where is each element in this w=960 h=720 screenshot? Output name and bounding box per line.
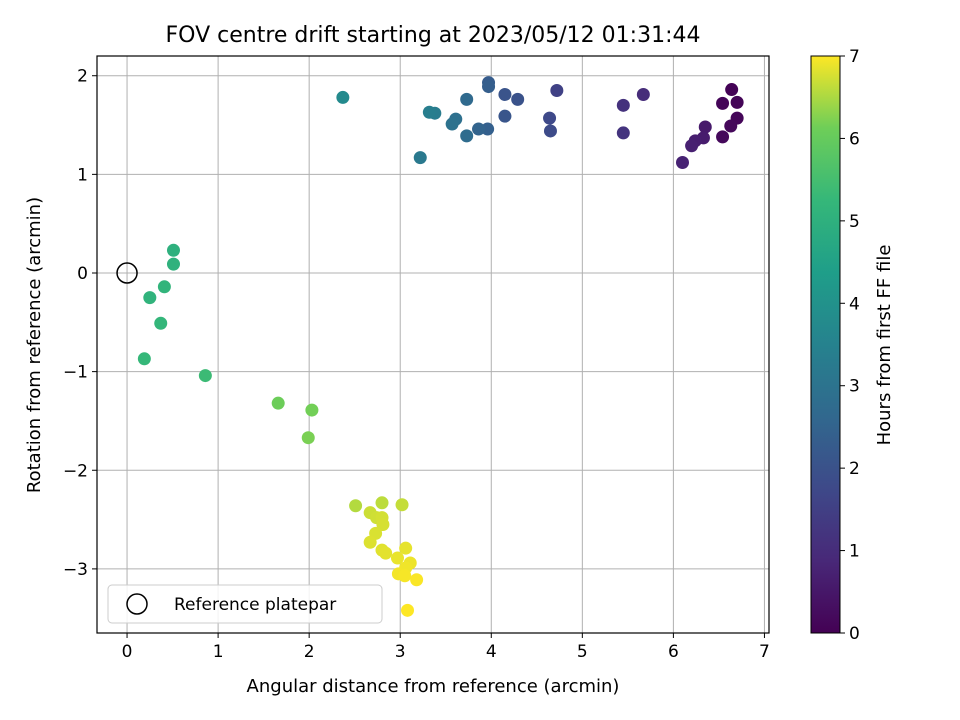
x-tick-label: 7 (759, 642, 770, 662)
data-point (410, 573, 424, 587)
data-point (543, 111, 557, 125)
y-axis-ticks: −3 −2 −1 0 1 2 (63, 67, 97, 580)
data-point (143, 291, 157, 305)
data-point (399, 541, 413, 555)
x-tick-label: 1 (213, 642, 224, 662)
colorbar-ticks: 0 1 2 3 4 5 6 7 (840, 47, 860, 644)
x-tick-label: 0 (122, 642, 133, 662)
data-point (498, 109, 512, 123)
data-point (375, 496, 389, 510)
colorbar-tick-label: 7 (849, 47, 860, 67)
data-point (472, 122, 486, 136)
x-axis-ticks: 0 1 2 3 4 5 6 7 (122, 633, 770, 662)
colorbar-tick-label: 2 (849, 459, 860, 479)
data-point (166, 243, 180, 257)
data-point (376, 518, 390, 532)
y-tick-label: −2 (63, 461, 88, 481)
data-point (137, 352, 151, 366)
x-axis-label: Angular distance from reference (arcmin) (247, 676, 620, 697)
data-point (166, 257, 180, 271)
reference-point (116, 262, 138, 284)
data-point (445, 117, 459, 131)
colorbar (810, 55, 841, 634)
colorbar-tick-label: 1 (849, 542, 860, 562)
data-point (401, 603, 415, 617)
scatter-points (137, 76, 744, 617)
data-point (305, 403, 319, 417)
data-point (543, 124, 557, 138)
data-point (271, 396, 285, 410)
y-tick-label: −3 (63, 560, 88, 580)
plot-frame (96, 55, 770, 634)
colorbar-label: Hours from first FF file (874, 245, 895, 446)
data-point (730, 95, 744, 109)
data-point (616, 126, 630, 140)
data-point (349, 499, 363, 513)
data-point (422, 105, 436, 119)
y-tick-label: 0 (77, 264, 88, 284)
y-axis-label: Rotation from reference (arcmin) (24, 197, 45, 493)
data-point (716, 130, 730, 144)
data-point (698, 120, 712, 134)
legend-label: Reference platepar (174, 595, 336, 615)
data-point (685, 139, 699, 153)
data-point (157, 280, 171, 294)
data-point (550, 84, 564, 98)
data-point (511, 92, 525, 106)
data-point (413, 151, 427, 165)
colorbar-tick-label: 0 (849, 624, 860, 644)
reference-marker (116, 262, 138, 284)
data-point (482, 80, 496, 94)
data-point (675, 156, 689, 170)
data-point (724, 119, 738, 133)
grid-lines (97, 56, 769, 633)
x-tick-label: 4 (486, 642, 497, 662)
legend: Reference platepar (107, 584, 383, 624)
data-point (198, 369, 212, 383)
data-point (336, 90, 350, 104)
data-point (616, 98, 630, 112)
data-point (498, 87, 512, 101)
legend-box (107, 584, 383, 624)
x-tick-label: 3 (395, 642, 406, 662)
y-tick-label: −1 (63, 363, 88, 383)
chart-title: FOV centre drift starting at 2023/05/12 … (166, 23, 701, 48)
data-point (481, 122, 495, 136)
x-tick-label: 5 (577, 642, 588, 662)
data-point (725, 83, 739, 97)
colorbar-tick-label: 3 (849, 377, 860, 397)
data-point (460, 129, 474, 143)
colorbar-tick-label: 5 (849, 212, 860, 232)
data-point (636, 87, 650, 101)
y-tick-label: 2 (77, 67, 88, 87)
x-tick-label: 2 (304, 642, 315, 662)
data-point (154, 316, 168, 330)
data-point (363, 535, 377, 549)
data-point (398, 569, 412, 583)
data-point (716, 96, 730, 110)
data-point (460, 92, 474, 106)
x-tick-label: 6 (668, 642, 679, 662)
colorbar-tick-label: 6 (849, 129, 860, 149)
data-point (390, 551, 404, 565)
data-point (301, 431, 315, 445)
legend-marker (126, 593, 148, 615)
data-point (379, 546, 393, 560)
y-tick-label: 1 (77, 165, 88, 185)
data-point (395, 498, 409, 512)
colorbar-tick-label: 4 (849, 294, 860, 314)
